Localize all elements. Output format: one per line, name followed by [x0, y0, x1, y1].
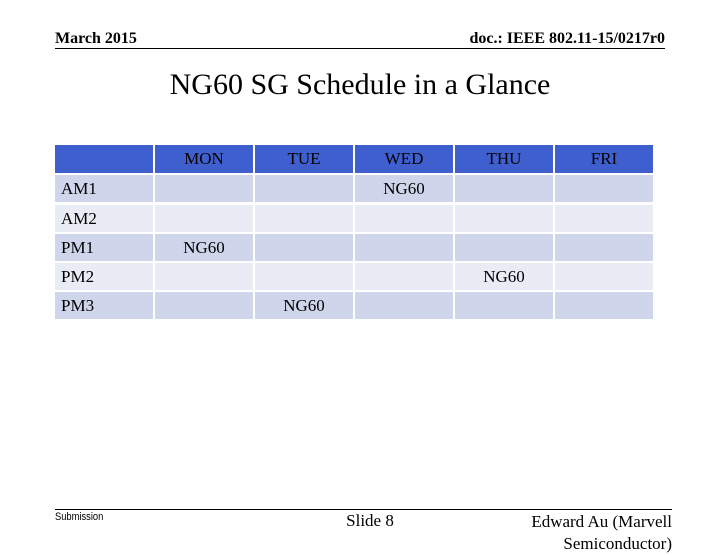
header-doc: doc.: IEEE 802.11-15/0217r0 [469, 30, 665, 47]
table-cell [255, 205, 353, 232]
table-cell [155, 175, 253, 202]
table-cell [455, 175, 553, 202]
table-cell: NG60 [255, 292, 353, 319]
table-cell [255, 263, 353, 290]
row-label: PM1 [55, 234, 153, 261]
header-rule [55, 48, 665, 49]
row-label: AM2 [55, 205, 153, 232]
column-header: WED [355, 145, 453, 173]
table-cell: NG60 [455, 263, 553, 290]
header-date: March 2015 [55, 30, 137, 47]
footer-author: Edward Au (Marvell Semiconductor) [531, 512, 672, 553]
row-label: PM3 [55, 292, 153, 319]
column-header: MON [155, 145, 253, 173]
column-header: TUE [255, 145, 353, 173]
column-header: THU [455, 145, 553, 173]
table-cell [255, 234, 353, 261]
footer-slide: Slide 8 [346, 511, 394, 530]
row-label: PM2 [55, 263, 153, 290]
table-cell [355, 205, 453, 232]
table-cell [455, 292, 553, 319]
slide: March 2015 doc.: IEEE 802.11-15/0217r0 N… [55, 30, 672, 553]
table-cell [155, 292, 253, 319]
table-cell [555, 175, 653, 202]
table-cell [355, 292, 453, 319]
table-cell [555, 292, 653, 319]
table-cell [355, 263, 453, 290]
table-cell: NG60 [155, 234, 253, 261]
row-label: AM1 [55, 175, 153, 202]
table-cell [555, 205, 653, 232]
header-corner [55, 145, 153, 173]
table-cell [155, 263, 253, 290]
footer-rule [55, 509, 672, 510]
table-cell [155, 205, 253, 232]
footer-submission: Submission [55, 511, 104, 523]
table-cell [555, 234, 653, 261]
table-cell: NG60 [355, 175, 453, 202]
table-cell [355, 234, 453, 261]
table-cell [255, 175, 353, 202]
table-cell [455, 234, 553, 261]
slide-title: NG60 SG Schedule in a Glance [169, 68, 551, 101]
table-cell [455, 205, 553, 232]
column-header: FRI [555, 145, 653, 173]
table-cell [555, 263, 653, 290]
